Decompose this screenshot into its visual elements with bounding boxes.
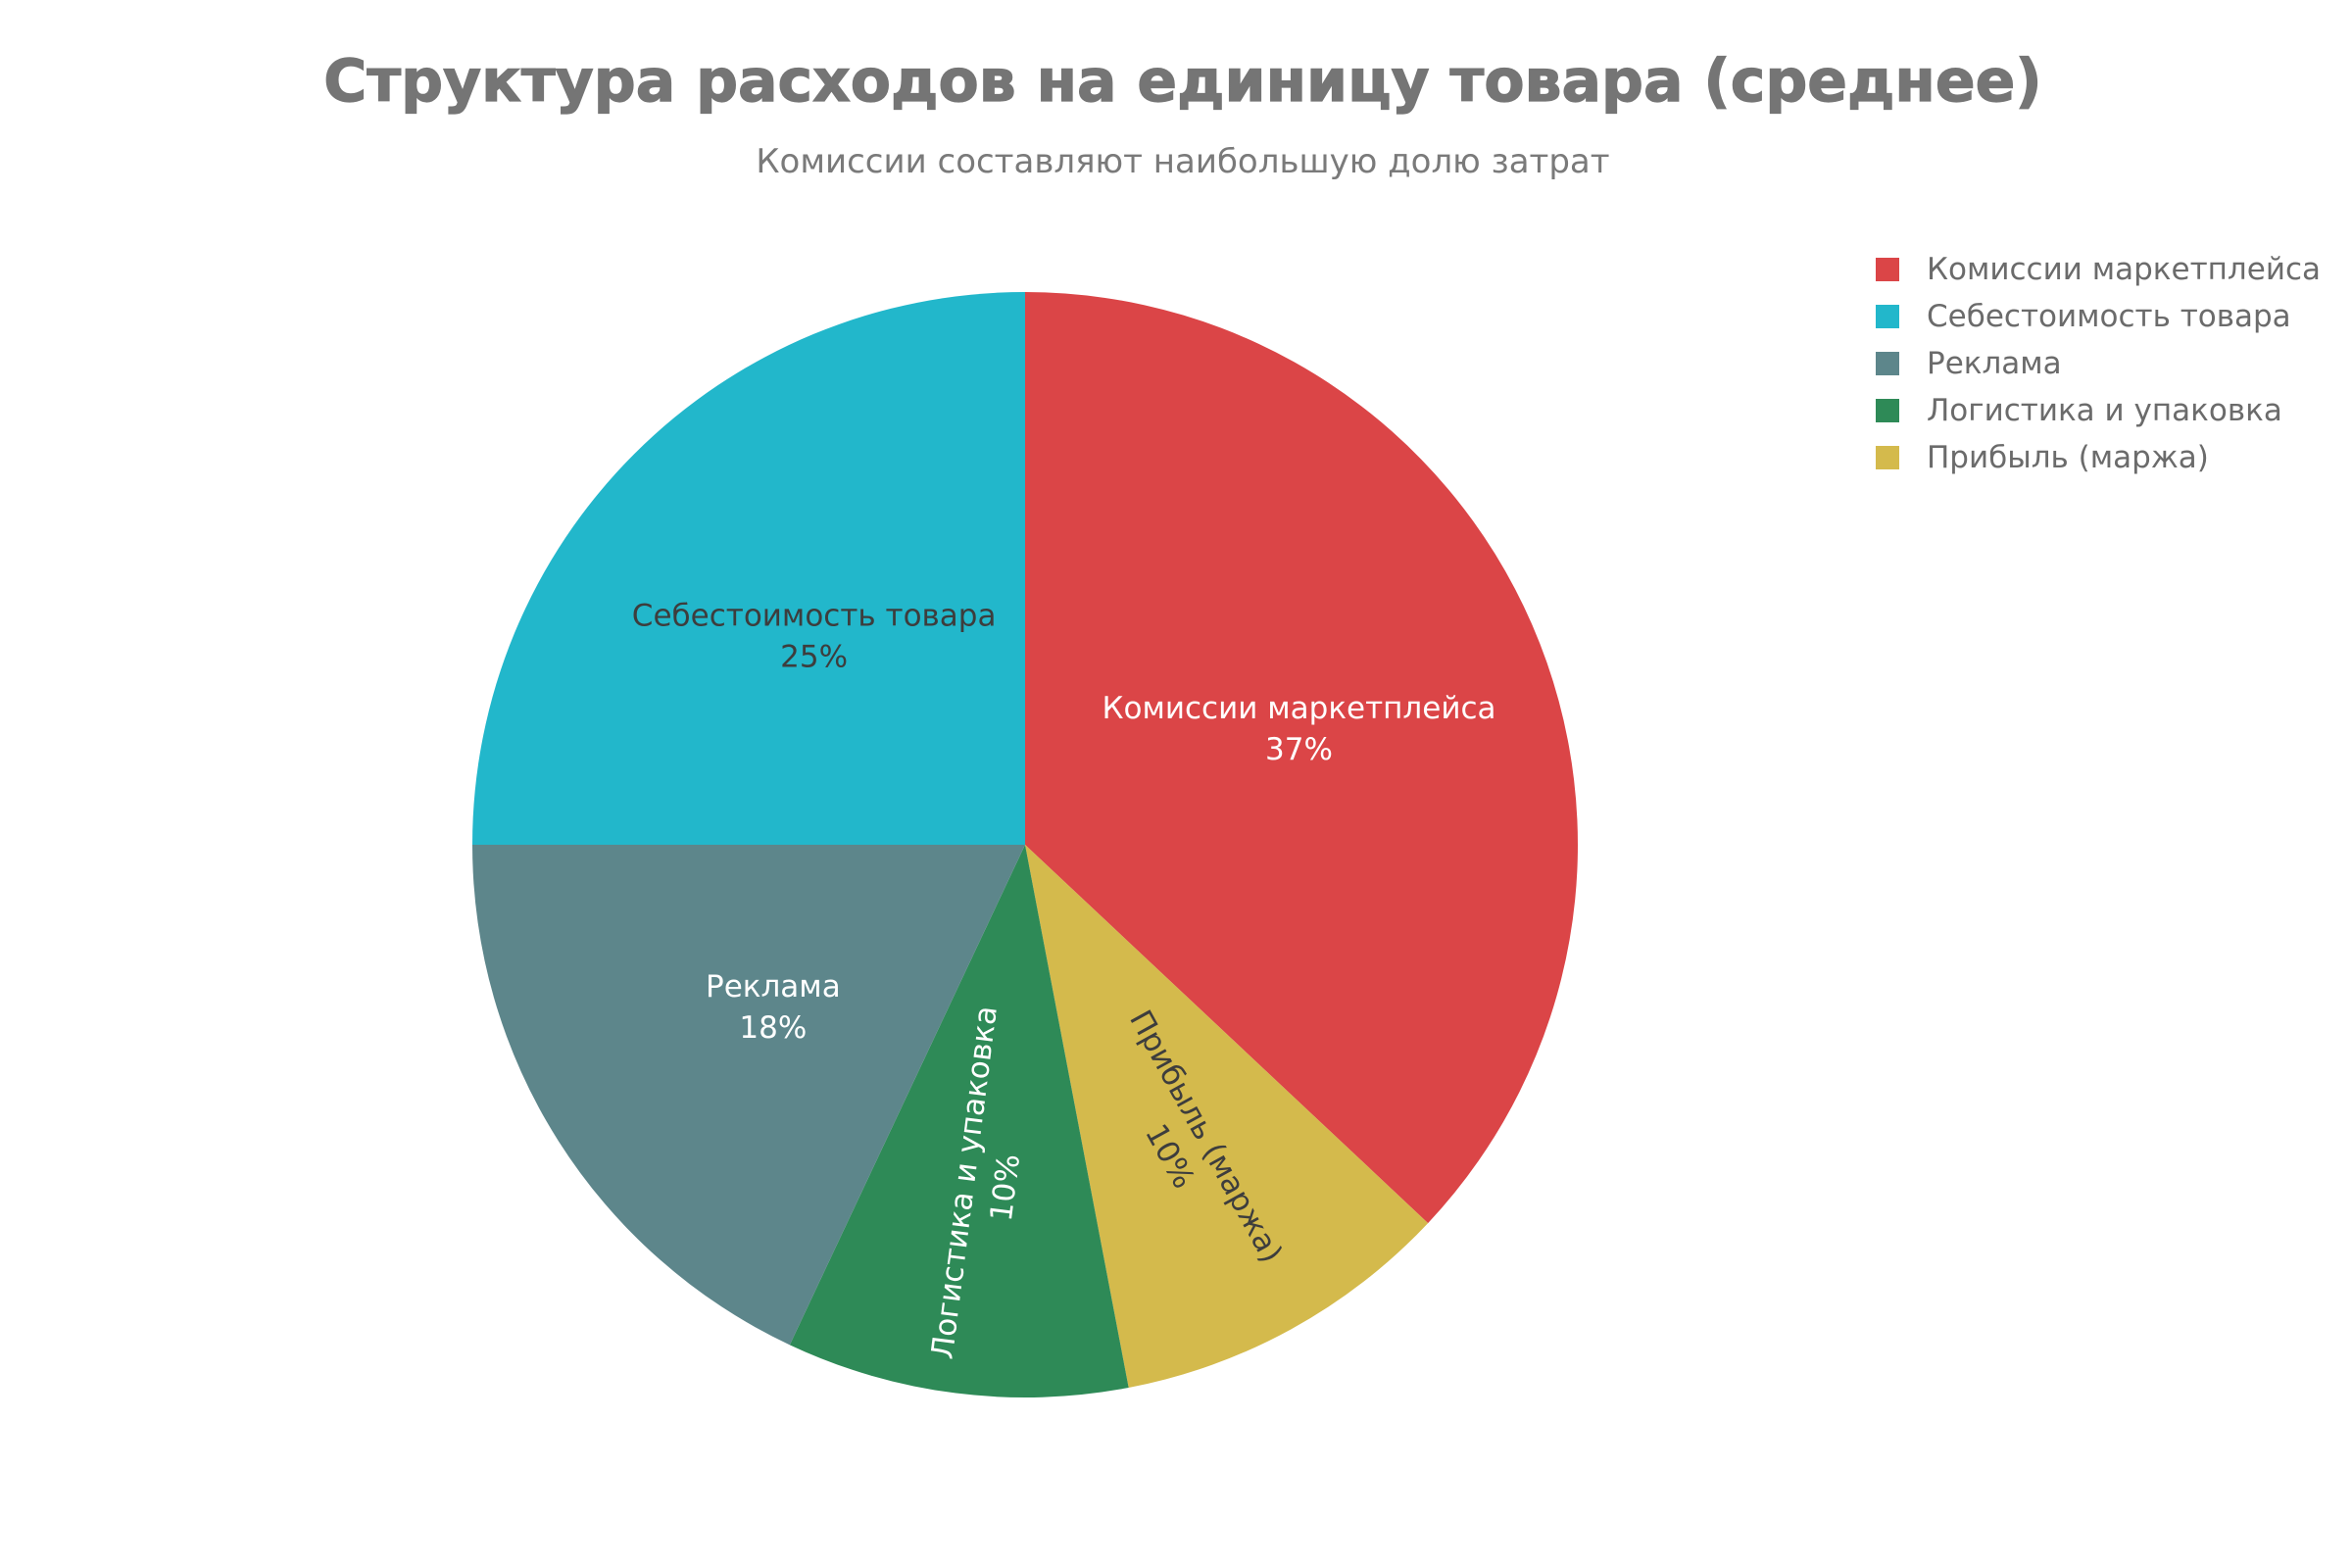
pie-slice-percent: 37%	[1265, 732, 1333, 767]
legend-swatch	[1876, 399, 1899, 422]
pie-slice-3	[789, 845, 1129, 1397]
pie-slice-label-1: Комиссии маркетплейса 37%	[1102, 691, 1496, 767]
legend-item-2: Себестоимость товара	[1876, 299, 2291, 334]
chart-subtitle: Комиссии составляют наибольшую долю затр…	[756, 142, 1609, 181]
pie-slice-percent: 10%	[984, 1152, 1027, 1223]
legend-label: Прибыль (маржа)	[1927, 440, 2209, 475]
pie-slice-name: Себестоимость товара	[632, 599, 997, 634]
legend-label: Себестоимость товара	[1927, 299, 2291, 334]
legend-swatch	[1876, 305, 1899, 328]
legend-item-1: Комиссии маркетплейса	[1876, 252, 2321, 287]
pie-slice-4	[472, 845, 1025, 1346]
pie-slice-percent: 18%	[739, 1010, 807, 1046]
pie-slice-5	[472, 292, 1025, 845]
legend-item-4: Логистика и упаковка	[1876, 393, 2282, 428]
legend-item-3: Реклама	[1876, 346, 2062, 381]
legend-item-5: Прибыль (маржа)	[1876, 440, 2209, 475]
pie-slice-label-5: Себестоимость товара 25%	[632, 599, 997, 675]
pie-slice-name: Реклама	[706, 969, 841, 1004]
legend-swatch	[1876, 352, 1899, 375]
pie-slices	[472, 292, 1578, 1397]
pie-slice-label-4: Реклама 18%	[706, 969, 841, 1046]
legend-label: Реклама	[1927, 346, 2062, 381]
pie-slice-percent: 25%	[780, 640, 848, 675]
pie-slice-1	[1025, 292, 1578, 1224]
legend-swatch	[1876, 446, 1899, 469]
chart-title: Структура расходов на единицу товара (ср…	[323, 47, 2041, 116]
pie-slice-2	[1025, 845, 1429, 1389]
chart-legend: Комиссии маркетплейса Себестоимость товар…	[1876, 252, 2321, 475]
pie-slice-name: Комиссии маркетплейса	[1102, 691, 1496, 726]
legend-label: Логистика и упаковка	[1927, 393, 2282, 428]
legend-label: Комиссии маркетплейса	[1927, 252, 2321, 287]
legend-swatch	[1876, 258, 1899, 281]
